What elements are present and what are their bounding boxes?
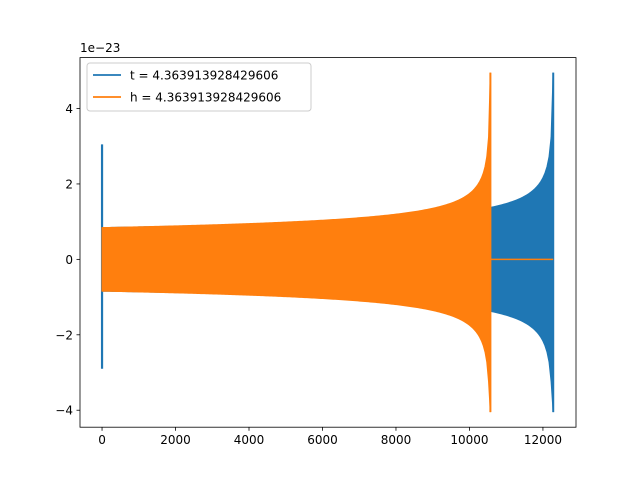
series-layer [100,72,555,413]
legend: t = 4.363913928429606 h = 4.3639139284296… [86,62,312,112]
axes-frame [79,57,577,428]
x-tick-label: 0 [98,433,106,447]
legend-entry-label: t = 4.363913928429606 [130,69,278,83]
legend-entry-label: h = 4.363913928429606 [130,91,281,105]
x-tick-label: 6000 [307,433,338,447]
x-tick-label: 12000 [524,433,562,447]
x-tick-label: 2000 [160,433,191,447]
x-tick-label: 4000 [234,433,265,447]
y-axis-ticks: −4 −2 0 2 4 [55,102,80,418]
y-tick-label: 2 [65,177,73,191]
y-tick-label: −2 [55,328,73,342]
x-axis-ticks: 0 2000 4000 6000 8000 10000 12000 [98,427,562,447]
y-tick-label: 0 [65,253,73,267]
legend-box [86,62,312,112]
x-tick-label: 8000 [381,433,412,447]
plot-area [79,57,577,428]
y-tick-label: −4 [55,404,73,418]
y-tick-label: 4 [65,102,73,116]
series-h [101,72,554,413]
y-axis-offset-text: 1e−23 [80,41,120,55]
x-tick-label: 10000 [450,433,488,447]
